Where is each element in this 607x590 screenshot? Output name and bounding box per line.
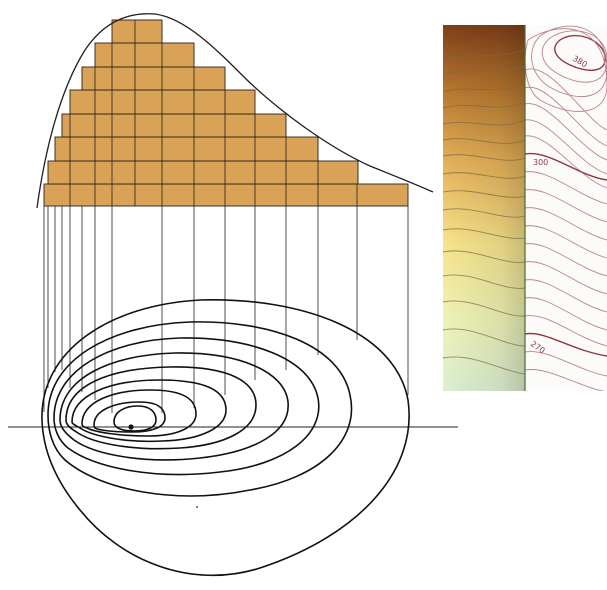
stray-dot — [196, 506, 198, 508]
summit-point — [128, 424, 134, 430]
contour-line-panel: 380 300 270 — [525, 25, 607, 391]
contour-line-6 — [71, 379, 227, 443]
block-row-3 — [54, 136, 319, 162]
contour-line-9 — [113, 405, 157, 432]
contour-line-3 — [53, 337, 320, 476]
block-profile — [43, 19, 409, 207]
contour-plan — [41, 299, 410, 577]
block-row-6 — [81, 66, 226, 91]
block-row-5 — [69, 89, 256, 115]
block-row-8 — [111, 19, 163, 44]
projection-lines — [43, 206, 409, 413]
contour-line-2 — [47, 321, 353, 497]
block-row-7 — [94, 42, 195, 68]
block-row-1 — [43, 183, 409, 207]
contour-line-4 — [59, 352, 289, 461]
contour-label-mid: 300 — [533, 158, 548, 167]
shaded-relief-panel — [443, 25, 525, 391]
terrain-profile-curve — [36, 13, 434, 209]
contour-line-1 — [41, 299, 410, 577]
block-row-4 — [61, 113, 287, 138]
contour-line-5 — [65, 366, 257, 450]
contour-line-7 — [81, 389, 197, 437]
block-row-2 — [47, 160, 359, 185]
inset-topographic-map: 380 300 270 — [443, 25, 607, 391]
contour-line-8 — [93, 401, 166, 433]
